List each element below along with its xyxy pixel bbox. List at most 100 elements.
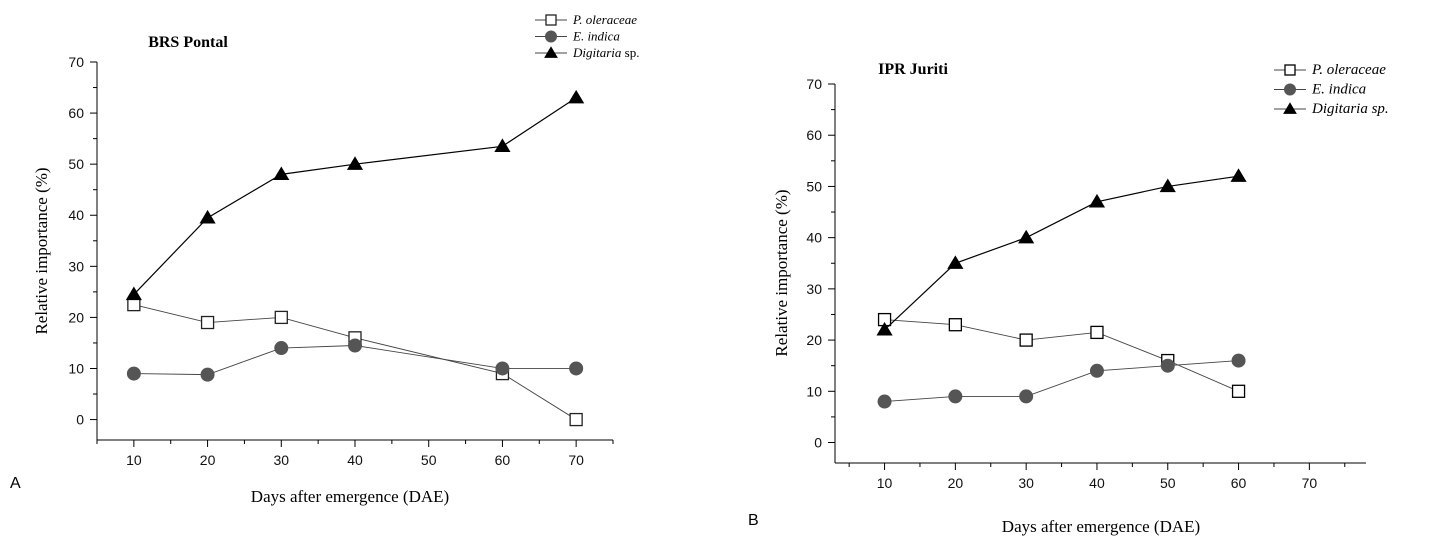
legend-label-italic: P. oleraceae bbox=[572, 12, 637, 27]
legend: P. oleraceae E. indica Digitaria sp. bbox=[1274, 62, 1389, 117]
data-point bbox=[1231, 384, 1246, 398]
legend-label: P. oleraceae bbox=[1311, 62, 1386, 78]
data-point bbox=[495, 361, 510, 376]
y-tick-label: 10 bbox=[806, 383, 822, 399]
legend-label: Digitaria sp. bbox=[572, 45, 639, 60]
chart-panel-b: 10 20 30 40 50 60 70 0 10 20 30 40 50 60 70 IPR Juriti R… bbox=[748, 61, 1389, 536]
series-square-open bbox=[877, 312, 1246, 398]
y-tick-label: 0 bbox=[814, 435, 822, 451]
legend-label: Digitaria sp. bbox=[1311, 101, 1389, 117]
panel-letter: B bbox=[748, 512, 759, 529]
y-tick-label: 20 bbox=[806, 332, 822, 348]
y-tick-label: 60 bbox=[806, 127, 822, 143]
data-point bbox=[126, 366, 141, 381]
y-tick-label: 70 bbox=[806, 76, 822, 92]
data-point bbox=[569, 361, 584, 376]
x-axis-label: Days after emergence (DAE) bbox=[1002, 517, 1200, 536]
data-point bbox=[346, 156, 364, 170]
data-point bbox=[1159, 178, 1176, 193]
data-point bbox=[877, 394, 892, 409]
legend-marker bbox=[545, 14, 557, 26]
legend-label: E. indica bbox=[1311, 82, 1366, 98]
legend-label: E. indica bbox=[572, 29, 620, 44]
data-point bbox=[200, 315, 215, 330]
x-tick-label: 50 bbox=[421, 452, 437, 468]
data-point bbox=[876, 321, 893, 336]
data-point bbox=[1230, 168, 1247, 182]
legend-item: E. indica bbox=[535, 29, 620, 44]
series-line bbox=[133, 97, 577, 295]
y-tick-label: 60 bbox=[68, 105, 84, 121]
data-point bbox=[200, 367, 215, 382]
data-point bbox=[274, 310, 288, 325]
data-point bbox=[948, 318, 963, 332]
series-line bbox=[884, 360, 1239, 402]
y-tick-label: 20 bbox=[68, 309, 84, 325]
data-point bbox=[1019, 333, 1033, 347]
chart-title: IPR Juriti bbox=[878, 61, 948, 78]
legend-label-italic: E. indica bbox=[572, 29, 620, 44]
legend-label-italic: Digitaria sp. bbox=[1311, 101, 1389, 117]
y-tick-label: 40 bbox=[806, 230, 822, 246]
x-tick-label: 70 bbox=[568, 452, 584, 468]
chart-panel-a: 10 20 30 40 50 60 70 0 10 20 30 40 50 60 70 BRS Pontal R… bbox=[10, 12, 639, 506]
data-point bbox=[494, 138, 511, 152]
y-tick-label: 40 bbox=[68, 207, 84, 223]
legend-marker bbox=[544, 46, 558, 58]
data-point bbox=[1089, 363, 1104, 378]
x-tick-label: 40 bbox=[1089, 475, 1105, 491]
legend-label: P. oleraceae bbox=[572, 12, 637, 27]
y-tick-label: 30 bbox=[806, 281, 822, 297]
x-tick-label: 60 bbox=[495, 452, 511, 468]
data-point bbox=[348, 338, 362, 353]
data-point bbox=[1019, 389, 1034, 404]
panel-letter: A bbox=[10, 475, 21, 492]
data-point bbox=[125, 286, 142, 301]
x-axis-label: Days after emergence (DAE) bbox=[251, 487, 449, 506]
legend-item: Digitaria sp. bbox=[1274, 101, 1389, 117]
legend-item: P. oleraceae bbox=[535, 12, 637, 27]
series-line bbox=[133, 304, 577, 420]
legend-marker bbox=[1284, 64, 1296, 76]
x-tick-label: 20 bbox=[200, 452, 216, 468]
x-tick-label: 60 bbox=[1231, 475, 1247, 491]
series-triangle bbox=[125, 89, 585, 301]
legend-item: Digitaria sp. bbox=[535, 45, 639, 60]
data-point bbox=[1231, 353, 1246, 368]
data-point bbox=[274, 341, 289, 356]
series-triangle bbox=[876, 168, 1247, 336]
chart-title: BRS Pontal bbox=[148, 34, 228, 51]
y-axis-label: Relative importance (%) bbox=[32, 167, 51, 334]
series-circle bbox=[877, 353, 1246, 409]
y-tick-label: 0 bbox=[76, 412, 84, 428]
data-point bbox=[127, 297, 141, 312]
y-axis-label: Relative importance (%) bbox=[772, 189, 791, 356]
x-tick-label: 30 bbox=[273, 452, 289, 468]
data-point bbox=[199, 209, 216, 224]
y-tick-label: 30 bbox=[68, 258, 84, 274]
series-line bbox=[884, 175, 1239, 331]
y-tick-label: 50 bbox=[68, 156, 84, 172]
legend-label-italic: E. indica bbox=[1311, 82, 1366, 98]
legend-label-italic: P. oleraceae bbox=[1311, 62, 1386, 78]
x-tick-label: 40 bbox=[347, 452, 363, 468]
data-point bbox=[273, 166, 290, 181]
x-tick-label: 10 bbox=[877, 475, 893, 491]
x-tick-label: 20 bbox=[948, 475, 964, 491]
data-point bbox=[948, 389, 963, 404]
legend-marker bbox=[545, 30, 557, 43]
data-point bbox=[1088, 193, 1106, 208]
series-line bbox=[884, 319, 1239, 392]
data-point bbox=[1018, 229, 1035, 244]
legend-item: E. indica bbox=[1274, 82, 1366, 98]
x-tick-label: 30 bbox=[1018, 475, 1034, 491]
y-tick-label: 50 bbox=[806, 178, 822, 194]
series-square-open bbox=[127, 297, 583, 427]
data-point bbox=[569, 412, 583, 427]
legend-marker bbox=[1283, 102, 1297, 114]
data-point bbox=[568, 89, 585, 104]
legend-label-italic: Digitaria bbox=[572, 45, 622, 60]
x-tick-label: 50 bbox=[1160, 475, 1176, 491]
